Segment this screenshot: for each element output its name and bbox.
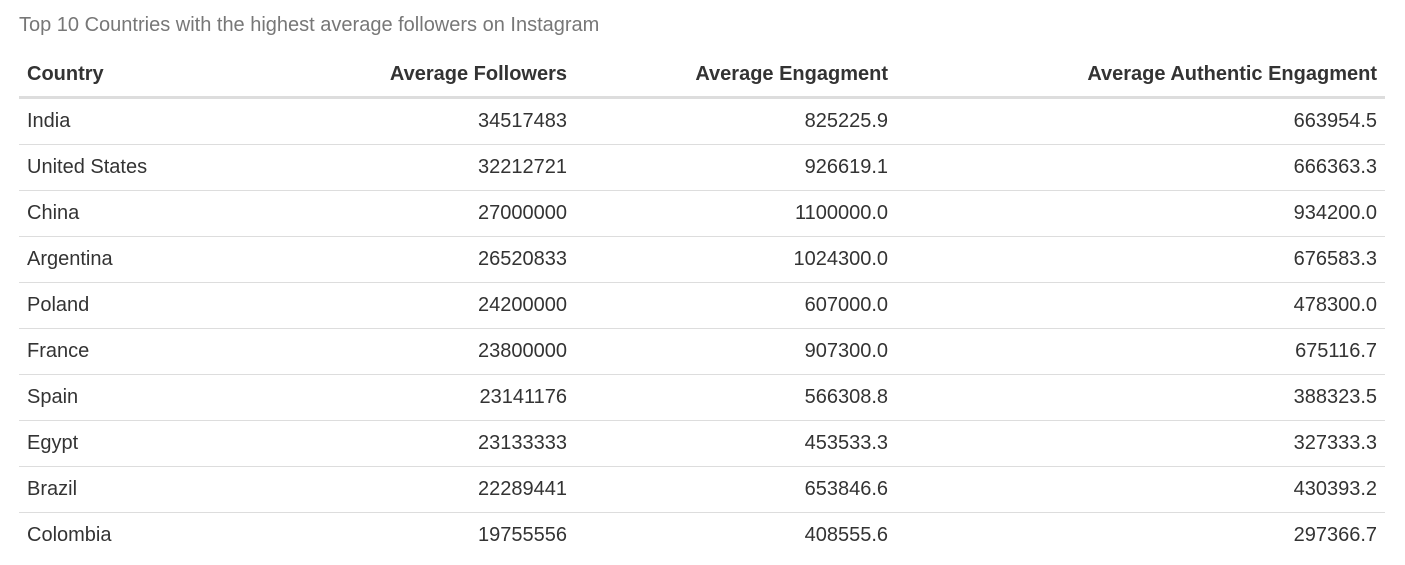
table-row: United States 32212721 926619.1 666363.3 [19, 144, 1385, 191]
average-authentic-engagement-cell: 676583.3 [896, 236, 1385, 283]
column-header-average-followers: Average Followers [304, 52, 575, 99]
average-engagement-cell: 408555.6 [575, 512, 896, 558]
column-header-average-authentic-engagement: Average Authentic Engagment [896, 52, 1385, 99]
table-row: Colombia 19755556 408555.6 297366.7 [19, 512, 1385, 558]
average-engagement-cell: 566308.8 [575, 374, 896, 421]
average-followers-cell: 23800000 [304, 328, 575, 375]
average-engagement-cell: 1024300.0 [575, 236, 896, 283]
country-cell: India [27, 110, 71, 132]
average-engagement-cell: 907300.0 [575, 328, 896, 375]
header-row: Country Average Followers Average Engagm… [19, 52, 1385, 99]
table-row: India 34517483 825225.9 663954.5 [19, 98, 1385, 145]
table-row: Argentina 26520833 1024300.0 676583.3 [19, 236, 1385, 283]
average-authentic-engagement-cell: 934200.0 [896, 190, 1385, 237]
average-engagement-cell: 825225.9 [804, 110, 888, 132]
average-followers-cell: 24200000 [304, 282, 575, 329]
average-followers-cell: 26520833 [304, 236, 575, 283]
table-row: Poland 24200000 607000.0 478300.0 [19, 282, 1385, 329]
country-cell: France [19, 328, 304, 375]
countries-table: Country Average Followers Average Engagm… [19, 52, 1385, 558]
average-authentic-engagement-cell: 327333.3 [896, 420, 1385, 467]
table-header: Country Average Followers Average Engagm… [19, 52, 1385, 99]
table-row: France 23800000 907300.0 675116.7 [19, 328, 1385, 375]
table-row: Egypt 23133333 453533.3 327333.3 [19, 420, 1385, 467]
country-cell: Argentina [19, 236, 304, 283]
average-authentic-engagement-cell: 430393.2 [896, 466, 1385, 513]
average-authentic-engagement-cell: 478300.0 [896, 282, 1385, 329]
average-engagement-cell: 653846.6 [575, 466, 896, 513]
country-cell: Egypt [19, 420, 304, 467]
average-engagement-cell: 1100000.0 [575, 190, 896, 237]
average-followers-cell: 19755556 [304, 512, 575, 558]
country-cell: Brazil [19, 466, 304, 513]
average-authentic-engagement-cell: 675116.7 [896, 328, 1385, 375]
column-header-average-engagement: Average Engagment [575, 52, 896, 99]
average-followers-cell: 27000000 [304, 190, 575, 237]
country-cell: Colombia [19, 512, 304, 558]
average-engagement-cell: 607000.0 [575, 282, 896, 329]
average-authentic-engagement-cell: 663954.5 [1293, 110, 1377, 132]
average-followers-cell: 23133333 [304, 420, 575, 467]
average-engagement-cell: 453533.3 [575, 420, 896, 467]
table-row: China 27000000 1100000.0 934200.0 [19, 190, 1385, 237]
country-cell: Poland [19, 282, 304, 329]
average-followers-cell: 34517483 [478, 110, 567, 132]
country-cell: Spain [19, 374, 304, 421]
average-followers-cell: 23141176 [304, 374, 575, 421]
average-authentic-engagement-cell: 297366.7 [896, 512, 1385, 558]
table-body: India 34517483 825225.9 663954.5 United Stat… [19, 98, 1385, 558]
country-cell: China [19, 190, 304, 237]
average-followers-cell: 32212721 [304, 144, 575, 191]
country-cell: United States [19, 144, 304, 191]
table-caption: Top 10 Countries with the highest averag… [19, 14, 600, 36]
average-followers-cell: 22289441 [304, 466, 575, 513]
table-row: Spain 23141176 566308.8 388323.5 [19, 374, 1385, 421]
average-engagement-cell: 926619.1 [575, 144, 896, 191]
average-authentic-engagement-cell: 388323.5 [896, 374, 1385, 421]
column-header-country: Country [19, 52, 304, 99]
average-authentic-engagement-cell: 666363.3 [896, 144, 1385, 191]
table-row: Brazil 22289441 653846.6 430393.2 [19, 466, 1385, 513]
